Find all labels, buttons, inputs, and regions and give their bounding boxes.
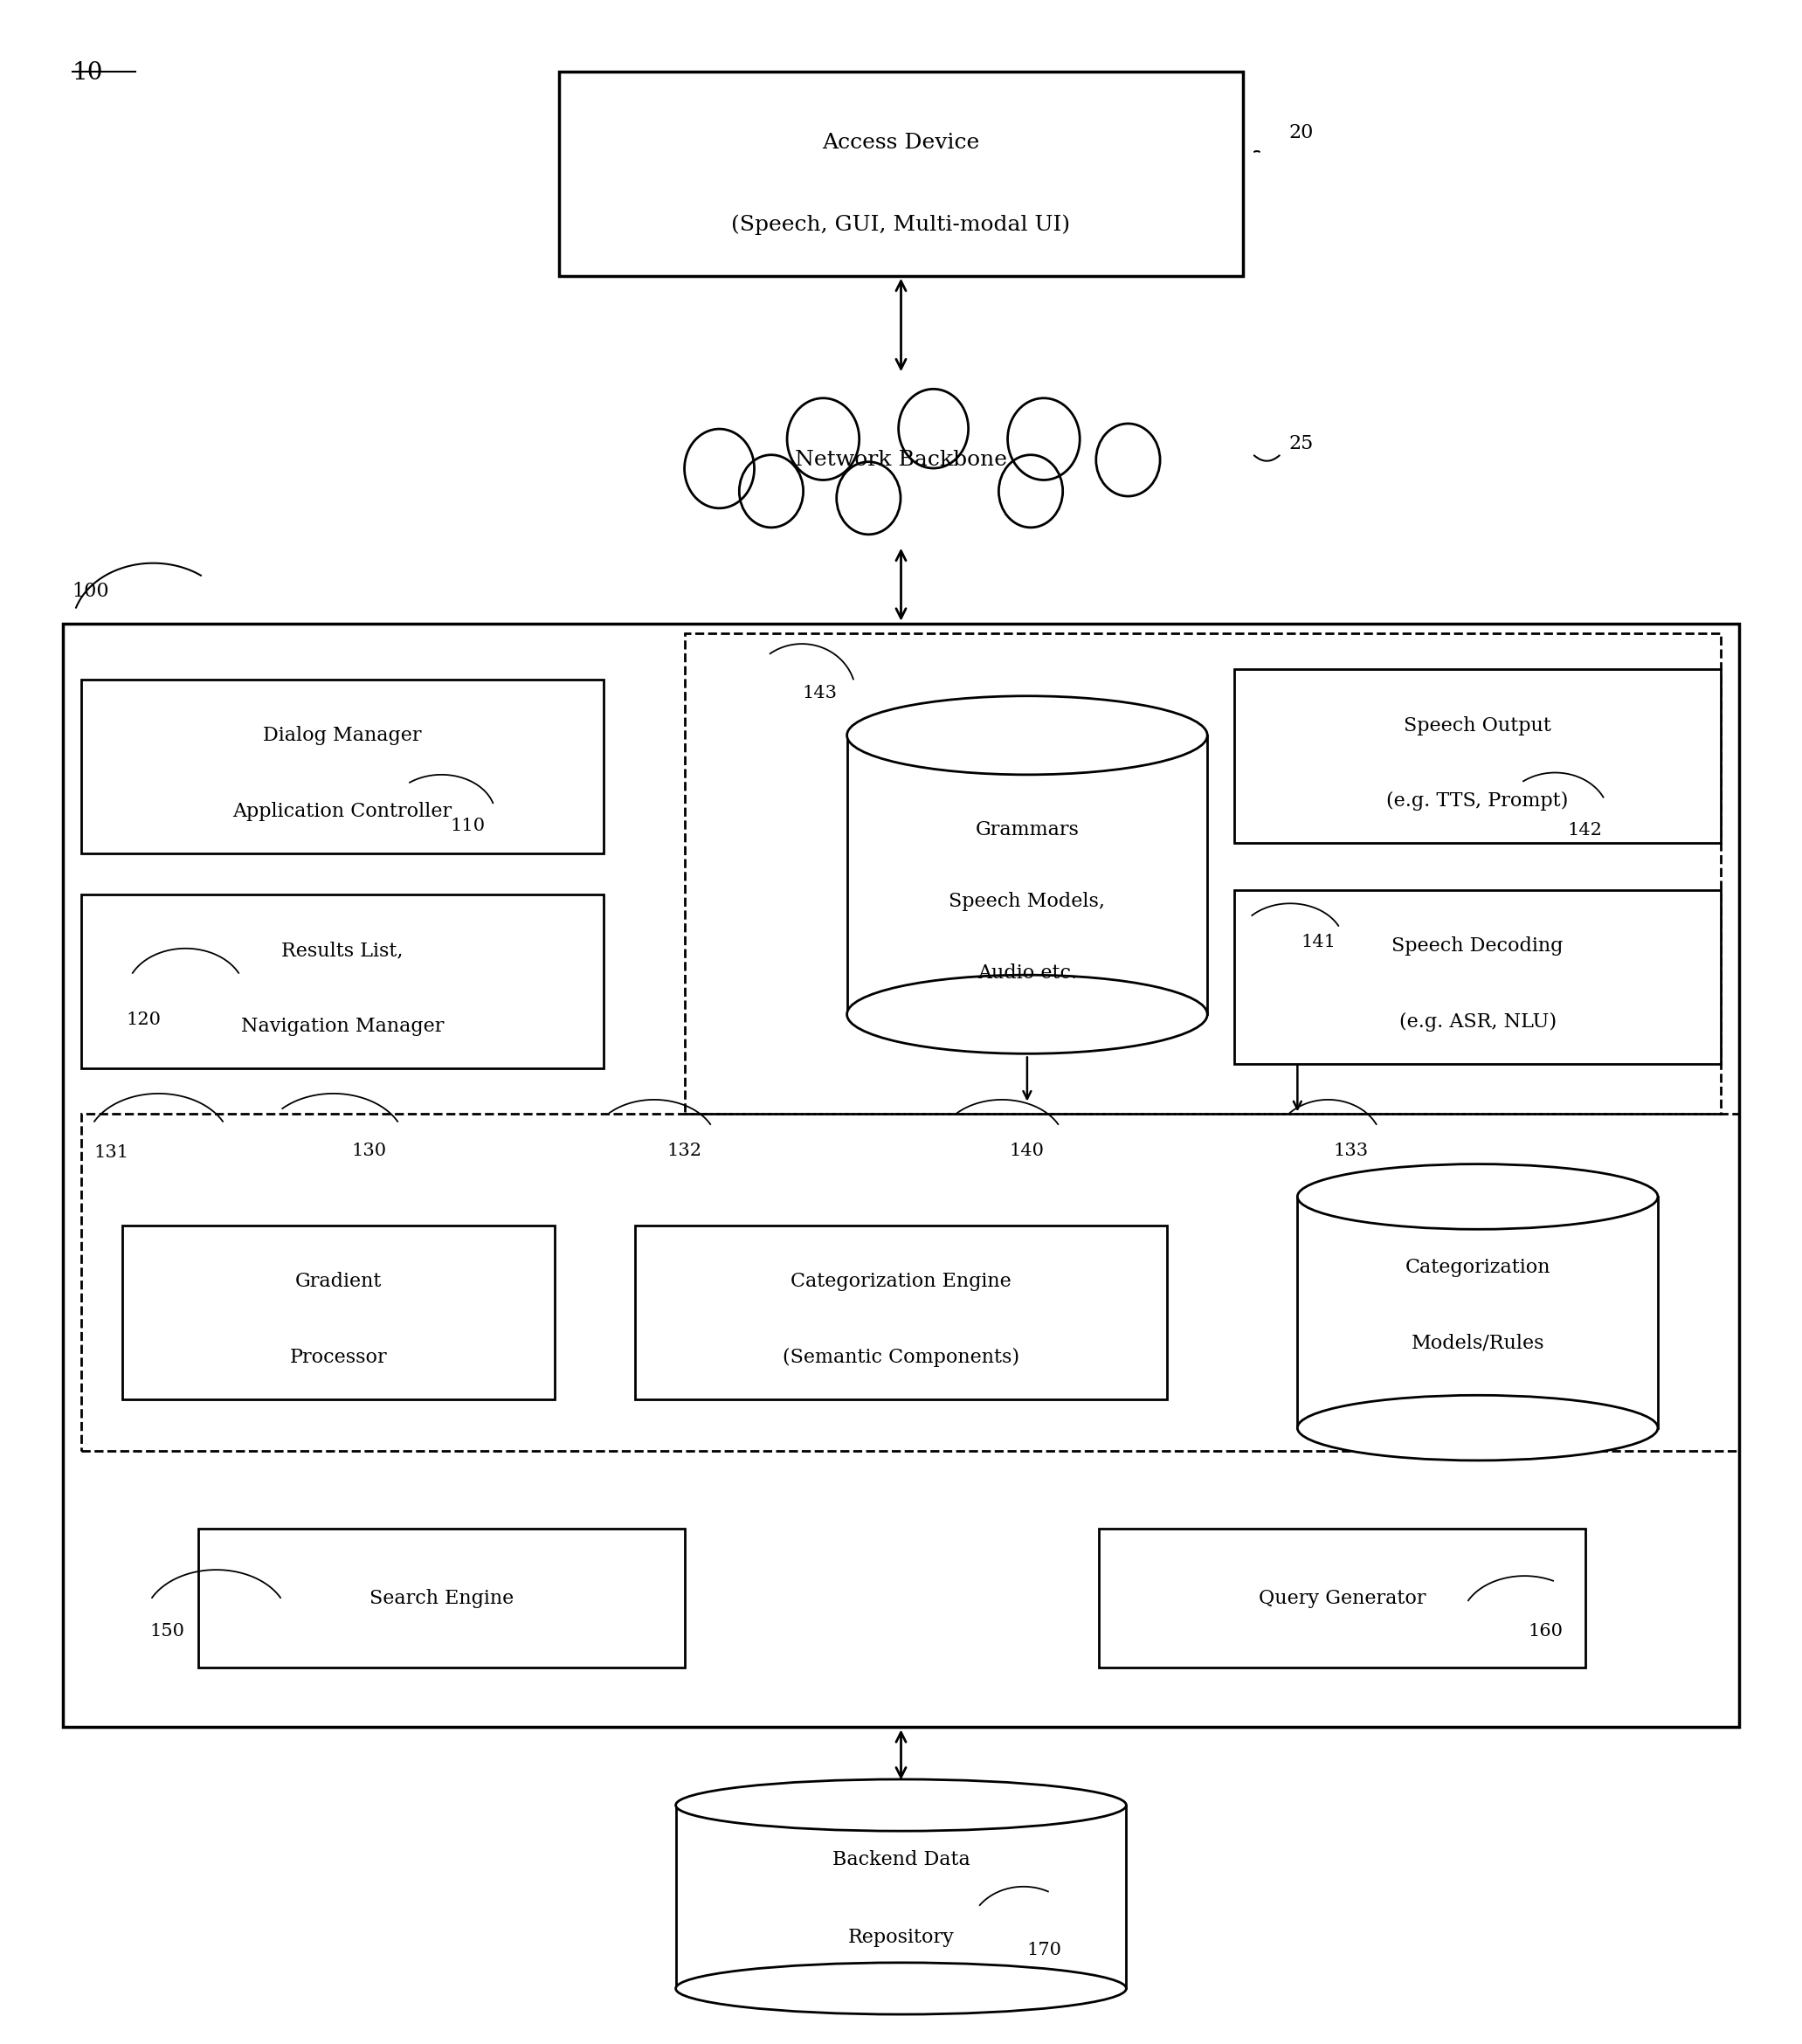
Ellipse shape: [676, 1962, 1126, 2015]
Text: 120: 120: [126, 1012, 160, 1028]
Text: 20: 20: [1288, 123, 1314, 143]
FancyBboxPatch shape: [1099, 1529, 1586, 1668]
Text: Application Controller: Application Controller: [232, 801, 452, 822]
Text: Models/Rules: Models/Rules: [1411, 1333, 1544, 1353]
Text: 150: 150: [150, 1623, 184, 1639]
Circle shape: [685, 429, 755, 509]
Text: 140: 140: [1009, 1143, 1043, 1159]
Bar: [847, 736, 1207, 1014]
Text: (Semantic Components): (Semantic Components): [782, 1347, 1020, 1367]
Text: Repository: Repository: [847, 1927, 955, 1948]
Text: 110: 110: [450, 818, 485, 834]
Text: Processor: Processor: [290, 1347, 387, 1367]
Circle shape: [998, 456, 1063, 527]
Text: 131: 131: [94, 1145, 128, 1161]
Text: Speech Models,: Speech Models,: [950, 891, 1105, 912]
Circle shape: [836, 462, 901, 533]
Text: (e.g. ASR, NLU): (e.g. ASR, NLU): [1398, 1012, 1557, 1032]
Circle shape: [1007, 399, 1079, 480]
Text: (Speech, GUI, Multi-modal UI): (Speech, GUI, Multi-modal UI): [732, 215, 1070, 235]
Text: 143: 143: [802, 685, 836, 701]
Text: 130: 130: [351, 1143, 386, 1159]
Text: Search Engine: Search Engine: [369, 1588, 514, 1609]
Text: Audio etc.: Audio etc.: [977, 963, 1078, 983]
FancyBboxPatch shape: [123, 1224, 555, 1398]
Circle shape: [739, 456, 804, 527]
FancyBboxPatch shape: [636, 1224, 1168, 1398]
Bar: [81, 1114, 1739, 1451]
Text: (e.g. TTS, Prompt): (e.g. TTS, Prompt): [1386, 791, 1570, 811]
Ellipse shape: [847, 975, 1207, 1055]
Text: Network Backbone: Network Backbone: [795, 450, 1007, 470]
Ellipse shape: [676, 1778, 1126, 1831]
Text: 100: 100: [72, 583, 110, 601]
FancyBboxPatch shape: [198, 1529, 685, 1668]
Ellipse shape: [1297, 1396, 1658, 1459]
Text: Grammars: Grammars: [975, 820, 1079, 840]
Ellipse shape: [1297, 1165, 1658, 1228]
Bar: [1297, 1196, 1658, 1429]
Text: 132: 132: [667, 1143, 701, 1159]
Circle shape: [899, 388, 968, 468]
Text: Results List,: Results List,: [281, 940, 404, 961]
Text: Gradient: Gradient: [296, 1271, 382, 1292]
FancyBboxPatch shape: [81, 895, 604, 1067]
Text: 170: 170: [1027, 1942, 1061, 1958]
Text: Speech Output: Speech Output: [1404, 715, 1552, 736]
Circle shape: [1096, 423, 1160, 497]
Text: 141: 141: [1301, 934, 1335, 950]
Text: 160: 160: [1528, 1623, 1562, 1639]
Text: 133: 133: [1333, 1143, 1368, 1159]
Text: Backend Data: Backend Data: [833, 1850, 969, 1870]
Text: Categorization: Categorization: [1406, 1257, 1550, 1278]
Bar: [685, 634, 1721, 1114]
Text: 10: 10: [72, 61, 103, 86]
Text: Navigation Manager: Navigation Manager: [241, 1016, 443, 1036]
FancyBboxPatch shape: [1234, 670, 1721, 842]
Text: Access Device: Access Device: [822, 133, 980, 153]
Circle shape: [787, 399, 860, 480]
Text: Speech Decoding: Speech Decoding: [1391, 936, 1564, 957]
FancyBboxPatch shape: [559, 72, 1243, 276]
Bar: [63, 623, 1739, 1727]
Text: 142: 142: [1568, 822, 1602, 838]
Text: Dialog Manager: Dialog Manager: [263, 726, 422, 746]
FancyBboxPatch shape: [1234, 891, 1721, 1063]
Bar: [676, 1805, 1126, 1989]
Ellipse shape: [847, 695, 1207, 775]
Text: Categorization Engine: Categorization Engine: [791, 1271, 1011, 1292]
Text: Query Generator: Query Generator: [1260, 1588, 1425, 1609]
FancyBboxPatch shape: [81, 679, 604, 854]
Text: 25: 25: [1288, 433, 1314, 454]
